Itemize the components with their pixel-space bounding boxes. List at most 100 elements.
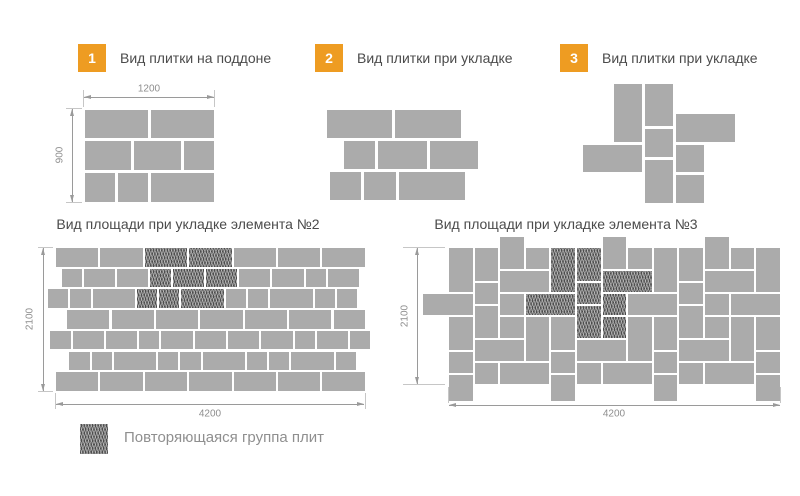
tile [449, 351, 473, 373]
tile [117, 172, 148, 202]
dimension-line [70, 109, 74, 202]
tile [200, 310, 243, 329]
tile [679, 248, 703, 281]
tile [272, 268, 304, 288]
tile [278, 372, 321, 391]
tile [50, 330, 71, 350]
tile [336, 289, 358, 309]
tile-hatched [205, 268, 238, 288]
dimension-label: 900 [54, 146, 66, 164]
tile-hatched [172, 268, 204, 288]
tile [278, 248, 321, 267]
tile [289, 310, 332, 329]
extension-line [403, 384, 445, 385]
tile-hatched [181, 289, 224, 309]
tile [474, 305, 499, 338]
tile [261, 330, 293, 350]
tile-hatched [602, 317, 627, 338]
tile [653, 374, 678, 402]
tile [679, 282, 703, 304]
tile-hatched [602, 294, 627, 315]
tile [194, 330, 227, 350]
tile [61, 268, 82, 288]
tile [582, 144, 642, 173]
tile [449, 374, 473, 402]
tile [161, 330, 193, 350]
extension-line [403, 247, 445, 248]
tile [233, 248, 276, 267]
tile [705, 363, 755, 384]
tile [91, 351, 112, 371]
dimension-label: 4200 [198, 408, 222, 420]
tile [350, 330, 371, 350]
tile [449, 248, 473, 292]
tile [653, 351, 678, 373]
tile [144, 372, 188, 391]
tile-hatched [577, 305, 601, 338]
tile [246, 351, 268, 371]
tile [756, 317, 780, 350]
dimension-label: 1200 [137, 83, 161, 95]
tile [474, 282, 499, 304]
tile [500, 317, 524, 338]
tile [202, 351, 245, 371]
extension-line [38, 391, 53, 392]
tile-hatched [602, 271, 652, 292]
dimension-label: 2100 [399, 304, 411, 328]
tile [248, 289, 269, 309]
tile [92, 289, 136, 309]
tile [679, 363, 703, 384]
tile [525, 248, 550, 269]
tile [398, 171, 465, 200]
tile [322, 248, 365, 267]
tile [56, 248, 99, 267]
tile [70, 289, 91, 309]
tile [644, 83, 673, 127]
tile [134, 141, 181, 170]
tile [602, 236, 627, 269]
tile [500, 271, 550, 292]
tile [551, 374, 575, 402]
tile [314, 289, 335, 309]
tile [429, 140, 479, 169]
tile [100, 248, 143, 267]
tile-hatched [137, 289, 158, 309]
tile [150, 109, 214, 139]
tile [225, 289, 247, 309]
tile [329, 171, 362, 200]
dimension-label: 4200 [602, 408, 626, 420]
tile [183, 141, 214, 170]
tile [474, 248, 499, 281]
step-3-badge: 3 [560, 44, 588, 72]
tile [602, 363, 652, 384]
extension-line [214, 90, 215, 107]
tile-hatched [159, 289, 180, 309]
tile [756, 351, 780, 373]
tile [675, 144, 704, 173]
tile [730, 248, 755, 269]
tile [551, 317, 575, 350]
tile [378, 140, 427, 169]
tile [705, 236, 729, 269]
tile [294, 330, 315, 350]
tile [239, 268, 271, 288]
tile [628, 294, 678, 315]
tile [111, 310, 154, 329]
tile [730, 294, 780, 315]
tile [139, 330, 160, 350]
tile [500, 363, 550, 384]
tile [72, 330, 104, 350]
tile [228, 330, 260, 350]
tile [423, 294, 473, 315]
tile [84, 141, 131, 170]
tile [705, 294, 729, 315]
extension-line [66, 202, 82, 203]
tile [500, 236, 524, 269]
tile [577, 340, 627, 361]
